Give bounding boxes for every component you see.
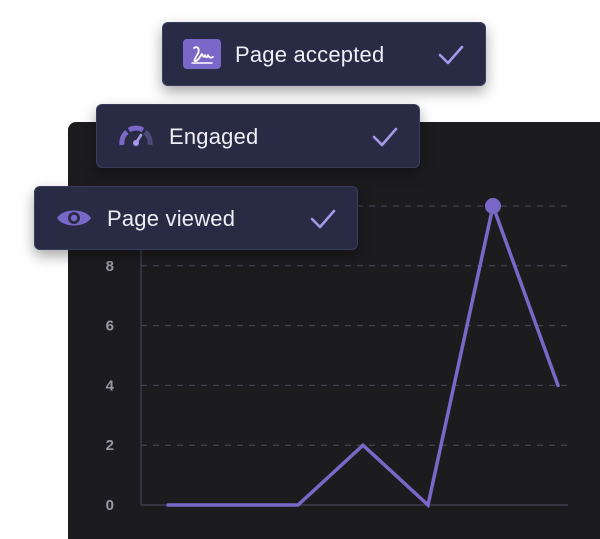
page-accepted-card[interactable]: Page accepted xyxy=(162,22,486,86)
gauge-icon xyxy=(117,121,155,151)
data-point xyxy=(485,198,501,214)
eye-icon xyxy=(55,203,93,233)
y-tick-label: 0 xyxy=(106,497,114,514)
page-viewed-card[interactable]: Page viewed xyxy=(34,186,358,250)
y-tick-label: 2 xyxy=(106,437,114,454)
engaged-label: Engaged xyxy=(169,124,259,149)
y-tick-label: 6 xyxy=(106,318,114,335)
page-viewed-label: Page viewed xyxy=(107,206,236,231)
check-icon xyxy=(437,41,465,69)
y-tick-label: 4 xyxy=(106,377,115,394)
chart-panel: 0 2 4 6 8 xyxy=(68,122,600,539)
check-icon xyxy=(371,123,399,151)
line-chart: 0 2 4 6 8 xyxy=(106,198,568,514)
page-accepted-label: Page accepted xyxy=(235,42,385,67)
check-icon xyxy=(309,205,337,233)
signature-icon xyxy=(183,39,221,69)
engaged-card[interactable]: Engaged xyxy=(96,104,420,168)
y-tick-label: 8 xyxy=(106,258,114,275)
